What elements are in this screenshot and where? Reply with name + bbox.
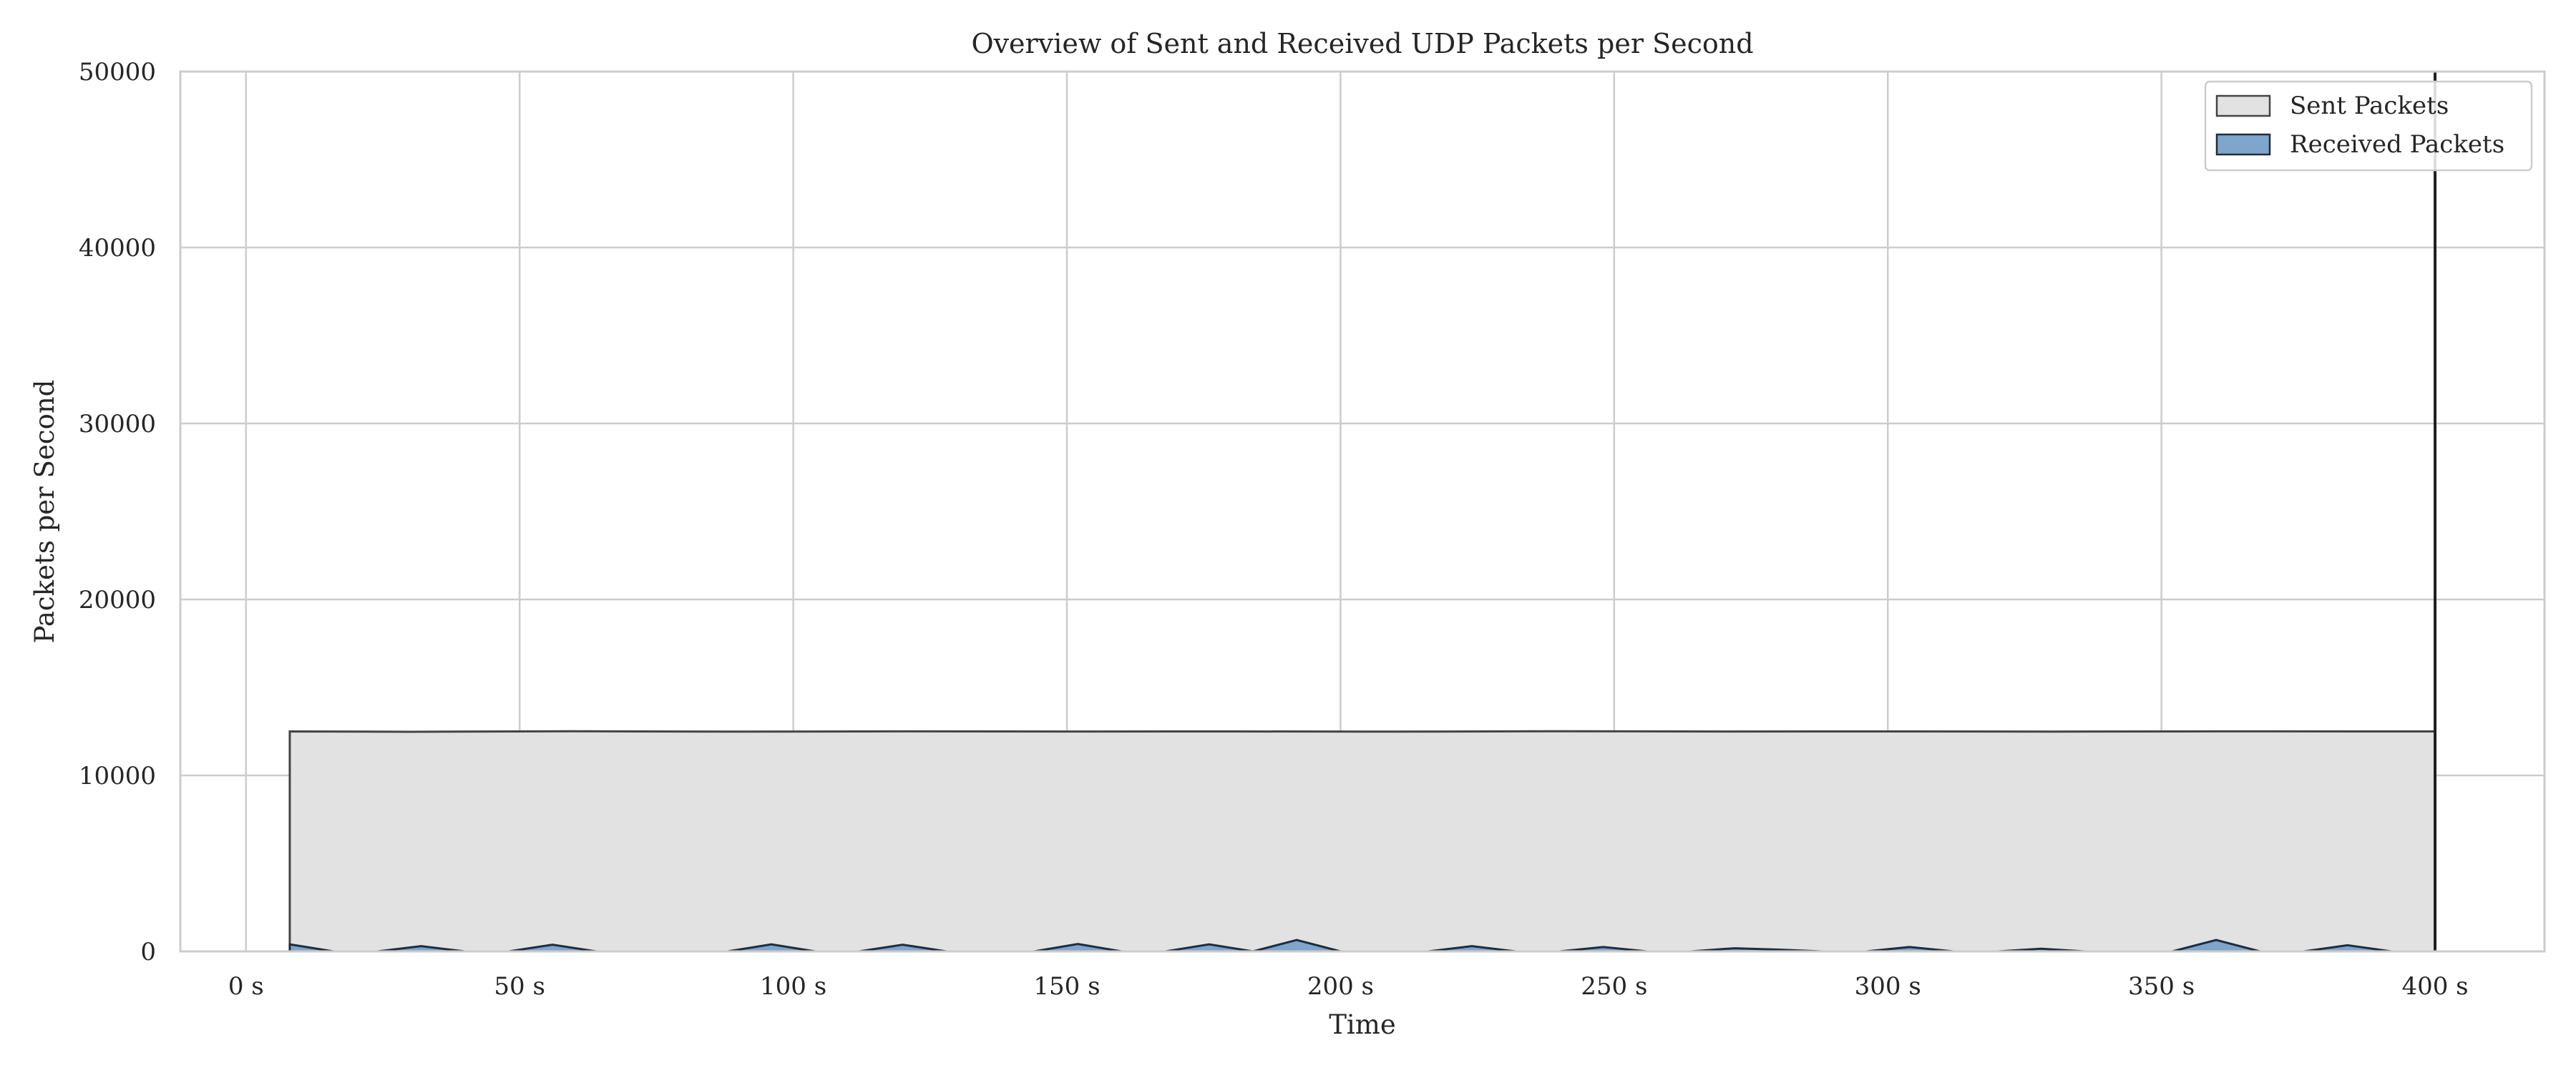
y-tick-label: 40000	[79, 234, 156, 263]
y-tick-label: 0	[140, 938, 156, 966]
y-tick-label: 20000	[79, 586, 156, 614]
x-tick-label: 350 s	[2128, 972, 2195, 1001]
legend: Sent Packets Received Packets	[2204, 80, 2533, 172]
x-tick-label: 0 s	[228, 972, 264, 1001]
x-tick-label: 100 s	[760, 972, 826, 1001]
x-tick-label: 150 s	[1033, 972, 1100, 1001]
series-line-0	[288, 730, 2436, 951]
y-axis-label: Packets per Second	[29, 380, 60, 644]
legend-swatch	[2215, 94, 2271, 117]
legend-swatch	[2215, 133, 2271, 156]
y-tick-label: 30000	[79, 410, 156, 438]
x-axis-label: Time	[1329, 1009, 1396, 1040]
plot-frame	[179, 70, 2546, 953]
chart-title: Overview of Sent and Received UDP Packet…	[971, 28, 1753, 59]
legend-box	[2204, 80, 2533, 172]
series-area-0	[289, 731, 2436, 951]
y-tick-label: 10000	[79, 762, 156, 790]
x-tick-labels: 0 s 50 s 100 s 150 s 200 s 250 s 300 s 350 s 400…	[228, 972, 2469, 1001]
y-tick-label: 50000	[79, 58, 156, 87]
x-tick-label: 300 s	[1855, 972, 1921, 1001]
x-tick-label: 50 s	[494, 972, 545, 1001]
x-tick-label: 400 s	[2401, 972, 2468, 1001]
x-tick-label: 200 s	[1307, 972, 1374, 1001]
y-tick-labels: 0 10000 20000 30000 40000 50000	[79, 58, 156, 966]
legend-label: Sent Packets	[2290, 92, 2449, 120]
x-tick-label: 250 s	[1581, 972, 1647, 1001]
legend-label: Received Packets	[2290, 130, 2504, 159]
